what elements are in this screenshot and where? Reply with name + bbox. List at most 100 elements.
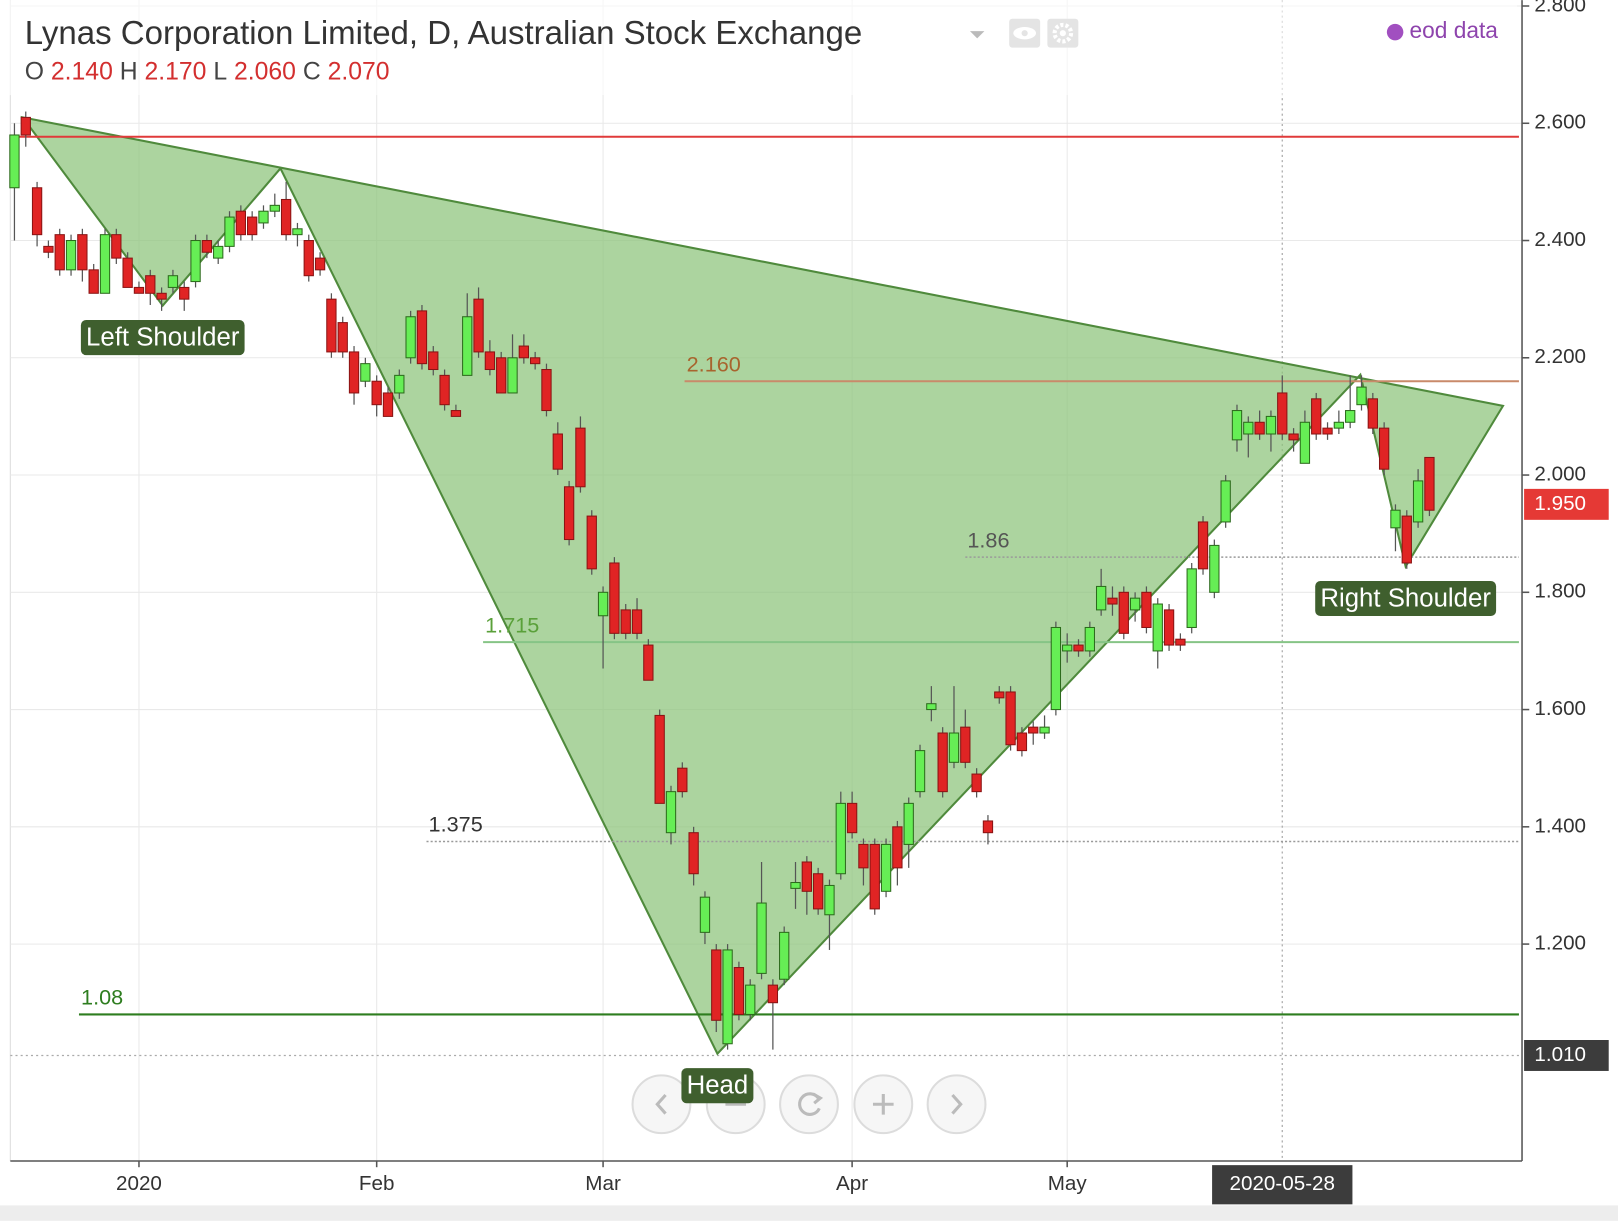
candle-body	[1322, 427, 1333, 435]
candle-body	[722, 949, 733, 1045]
candle-body	[394, 374, 405, 394]
scroll-right-button[interactable]	[926, 1074, 987, 1135]
candle-body	[1243, 421, 1254, 435]
candle-body	[1401, 515, 1412, 564]
y-tick-label: 2.600	[1534, 111, 1586, 134]
ohlc-key: C	[303, 58, 321, 85]
level-label: 1.86	[967, 527, 1009, 552]
candle-body	[1016, 732, 1028, 752]
candle-body	[892, 826, 903, 869]
candle-body	[711, 949, 722, 1021]
candle-body	[156, 292, 167, 300]
ohlc-value: 2.070	[328, 58, 390, 85]
candle-body	[314, 257, 326, 271]
level-label: 1.715	[485, 612, 539, 637]
candle-body	[1118, 591, 1129, 634]
candle-body	[462, 316, 473, 376]
candle-body	[405, 316, 416, 359]
candle-body	[1028, 726, 1039, 734]
candle-body	[292, 228, 303, 236]
candle-body	[1141, 591, 1152, 628]
candle-body	[699, 896, 711, 933]
candle-body	[529, 357, 541, 365]
candle-body	[869, 843, 880, 910]
y-tick-label: 2.200	[1534, 345, 1586, 368]
level-label: 1.08	[81, 985, 123, 1010]
candle-body	[1005, 691, 1016, 746]
candle-body	[20, 116, 31, 136]
candle-body	[824, 884, 835, 916]
settings-icon[interactable]	[1047, 18, 1079, 48]
candle-body	[1107, 597, 1118, 605]
pattern-label: Left Shoulder	[86, 323, 240, 351]
zoom-in-button[interactable]	[853, 1074, 914, 1135]
candle-body	[994, 691, 1005, 699]
pattern-label-box	[681, 1068, 754, 1104]
candle-body	[507, 357, 518, 394]
candle-body	[360, 363, 371, 382]
candle-body	[880, 843, 892, 892]
y-tick-label: 1.400	[1534, 814, 1586, 837]
candles	[9, 111, 1435, 1050]
candle-body	[269, 204, 280, 212]
candle-body	[756, 902, 767, 974]
candle-body	[1073, 644, 1084, 652]
candle-body	[1367, 398, 1378, 429]
candle-body	[1209, 544, 1220, 593]
candle-body	[1163, 609, 1175, 646]
price-tag-label: 1.950	[1534, 492, 1586, 515]
candle-body	[133, 286, 145, 294]
title-dropdown[interactable]	[969, 31, 985, 39]
candle-body	[937, 732, 948, 793]
candle-body	[541, 368, 552, 412]
ohlc-value: 2.140	[51, 58, 113, 85]
visibility-icon[interactable]	[1009, 18, 1041, 48]
candle-body	[1356, 386, 1367, 406]
candle-body	[473, 298, 484, 353]
candle-body	[1095, 585, 1107, 611]
ohlc-legend: O 2.140 H 2.170 L 2.060 C 2.070	[25, 58, 390, 85]
candle-body	[88, 269, 99, 294]
y-tick-label: 1.600	[1534, 697, 1586, 720]
candle-body	[280, 198, 292, 236]
reset-button[interactable]	[779, 1074, 839, 1135]
level-label: 2.160	[687, 351, 741, 376]
candle-body	[1390, 509, 1401, 529]
candle-body	[337, 322, 348, 353]
ohlc-value: 2.170	[145, 58, 207, 85]
y-tick-label: 2.800	[1534, 0, 1586, 16]
candle-body	[1062, 644, 1073, 652]
x-tick-label: May	[1048, 1172, 1088, 1195]
candle-body	[450, 410, 462, 417]
candle-body	[213, 245, 224, 259]
pattern-label-box	[80, 320, 245, 356]
bottom-band	[0, 1205, 1618, 1221]
candle-body	[1129, 597, 1141, 611]
candle-body	[9, 134, 20, 189]
candle-body	[948, 732, 960, 763]
pattern-label: Head	[687, 1072, 749, 1100]
candle-body	[247, 216, 258, 236]
levels: 2.160 1.86 1.715 1.375 1.08	[14, 135, 1519, 1016]
candle-body	[688, 832, 699, 875]
x-tick-label: Feb	[359, 1172, 395, 1195]
candle-body	[835, 802, 846, 875]
y-tick-label: 1.200	[1534, 932, 1586, 955]
candle-body	[926, 703, 937, 711]
candle-body	[65, 240, 77, 271]
candle-body	[586, 515, 597, 570]
price-tag-label: 1.010	[1534, 1043, 1586, 1066]
candle-body	[1345, 410, 1356, 423]
ohlc-key: O	[25, 58, 44, 85]
x-tick-label: Mar	[585, 1172, 621, 1195]
ohlc-key: H	[120, 58, 138, 85]
candle-body	[179, 286, 190, 300]
candle-body	[597, 591, 609, 617]
candle-body	[1231, 410, 1243, 441]
candle-body	[1254, 421, 1265, 435]
candle-body	[1333, 421, 1345, 429]
candle-body	[439, 374, 450, 406]
scroll-left-button[interactable]	[631, 1074, 692, 1135]
candle-body	[99, 234, 111, 294]
